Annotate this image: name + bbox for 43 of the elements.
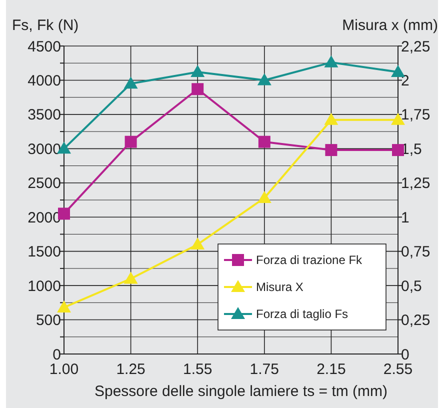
y-tick-label: 2500 xyxy=(28,175,61,192)
legend-label: Forza di taglio Fs xyxy=(256,307,348,321)
point xyxy=(190,65,205,78)
point xyxy=(325,144,338,156)
x-axis-title: Spessore delle singole lamiere ts = tm (mm) xyxy=(94,383,388,400)
point xyxy=(257,190,272,203)
y-tick-label: 4000 xyxy=(28,72,61,90)
y-axis-title: Fs, Fk (N) xyxy=(12,17,79,34)
y-tick-label: 1500 xyxy=(28,244,61,261)
x-tick-label: 1.75 xyxy=(250,361,279,378)
y-tick-label: 3500 xyxy=(28,106,61,124)
x-tick-label: 1.00 xyxy=(49,361,79,378)
y2-tick-label: 0,5 xyxy=(401,278,422,295)
y-tick-label: 500 xyxy=(36,312,61,330)
x-tick-label: 2.55 xyxy=(383,361,413,378)
point xyxy=(124,136,137,148)
y-tick-label: 3000 xyxy=(28,140,61,158)
legend-label: Misura X xyxy=(256,280,304,294)
y2-tick-label: 0,25 xyxy=(401,312,430,330)
y2-tick-label: 1 xyxy=(401,209,410,226)
y2-tick-label: 1,75 xyxy=(401,106,430,124)
point xyxy=(190,237,205,250)
point xyxy=(324,112,338,125)
y-tick-label: 4500 xyxy=(28,38,61,56)
point xyxy=(324,55,338,68)
y2-tick-label: 0 xyxy=(401,346,410,364)
x-tick-label: 1.55 xyxy=(183,361,212,378)
x-tick-label: 1.25 xyxy=(116,361,146,378)
point xyxy=(124,272,138,284)
y2-tick-label: 0,75 xyxy=(401,244,430,261)
y-tick-label: 1000 xyxy=(28,278,61,295)
y2-axis-title: Misura x (mm) xyxy=(342,17,438,34)
y2-tick-label: 1,25 xyxy=(401,175,430,192)
point xyxy=(124,76,138,89)
point xyxy=(258,136,270,148)
point xyxy=(257,73,272,86)
y2-tick-label: 2,25 xyxy=(401,38,430,56)
y-tick-label: 0 xyxy=(52,346,61,364)
point xyxy=(392,144,404,156)
legend-label: Forza di trazione Fk xyxy=(256,253,364,267)
x-tick-label: 2.15 xyxy=(316,361,346,378)
point xyxy=(192,83,204,96)
point xyxy=(57,300,71,312)
